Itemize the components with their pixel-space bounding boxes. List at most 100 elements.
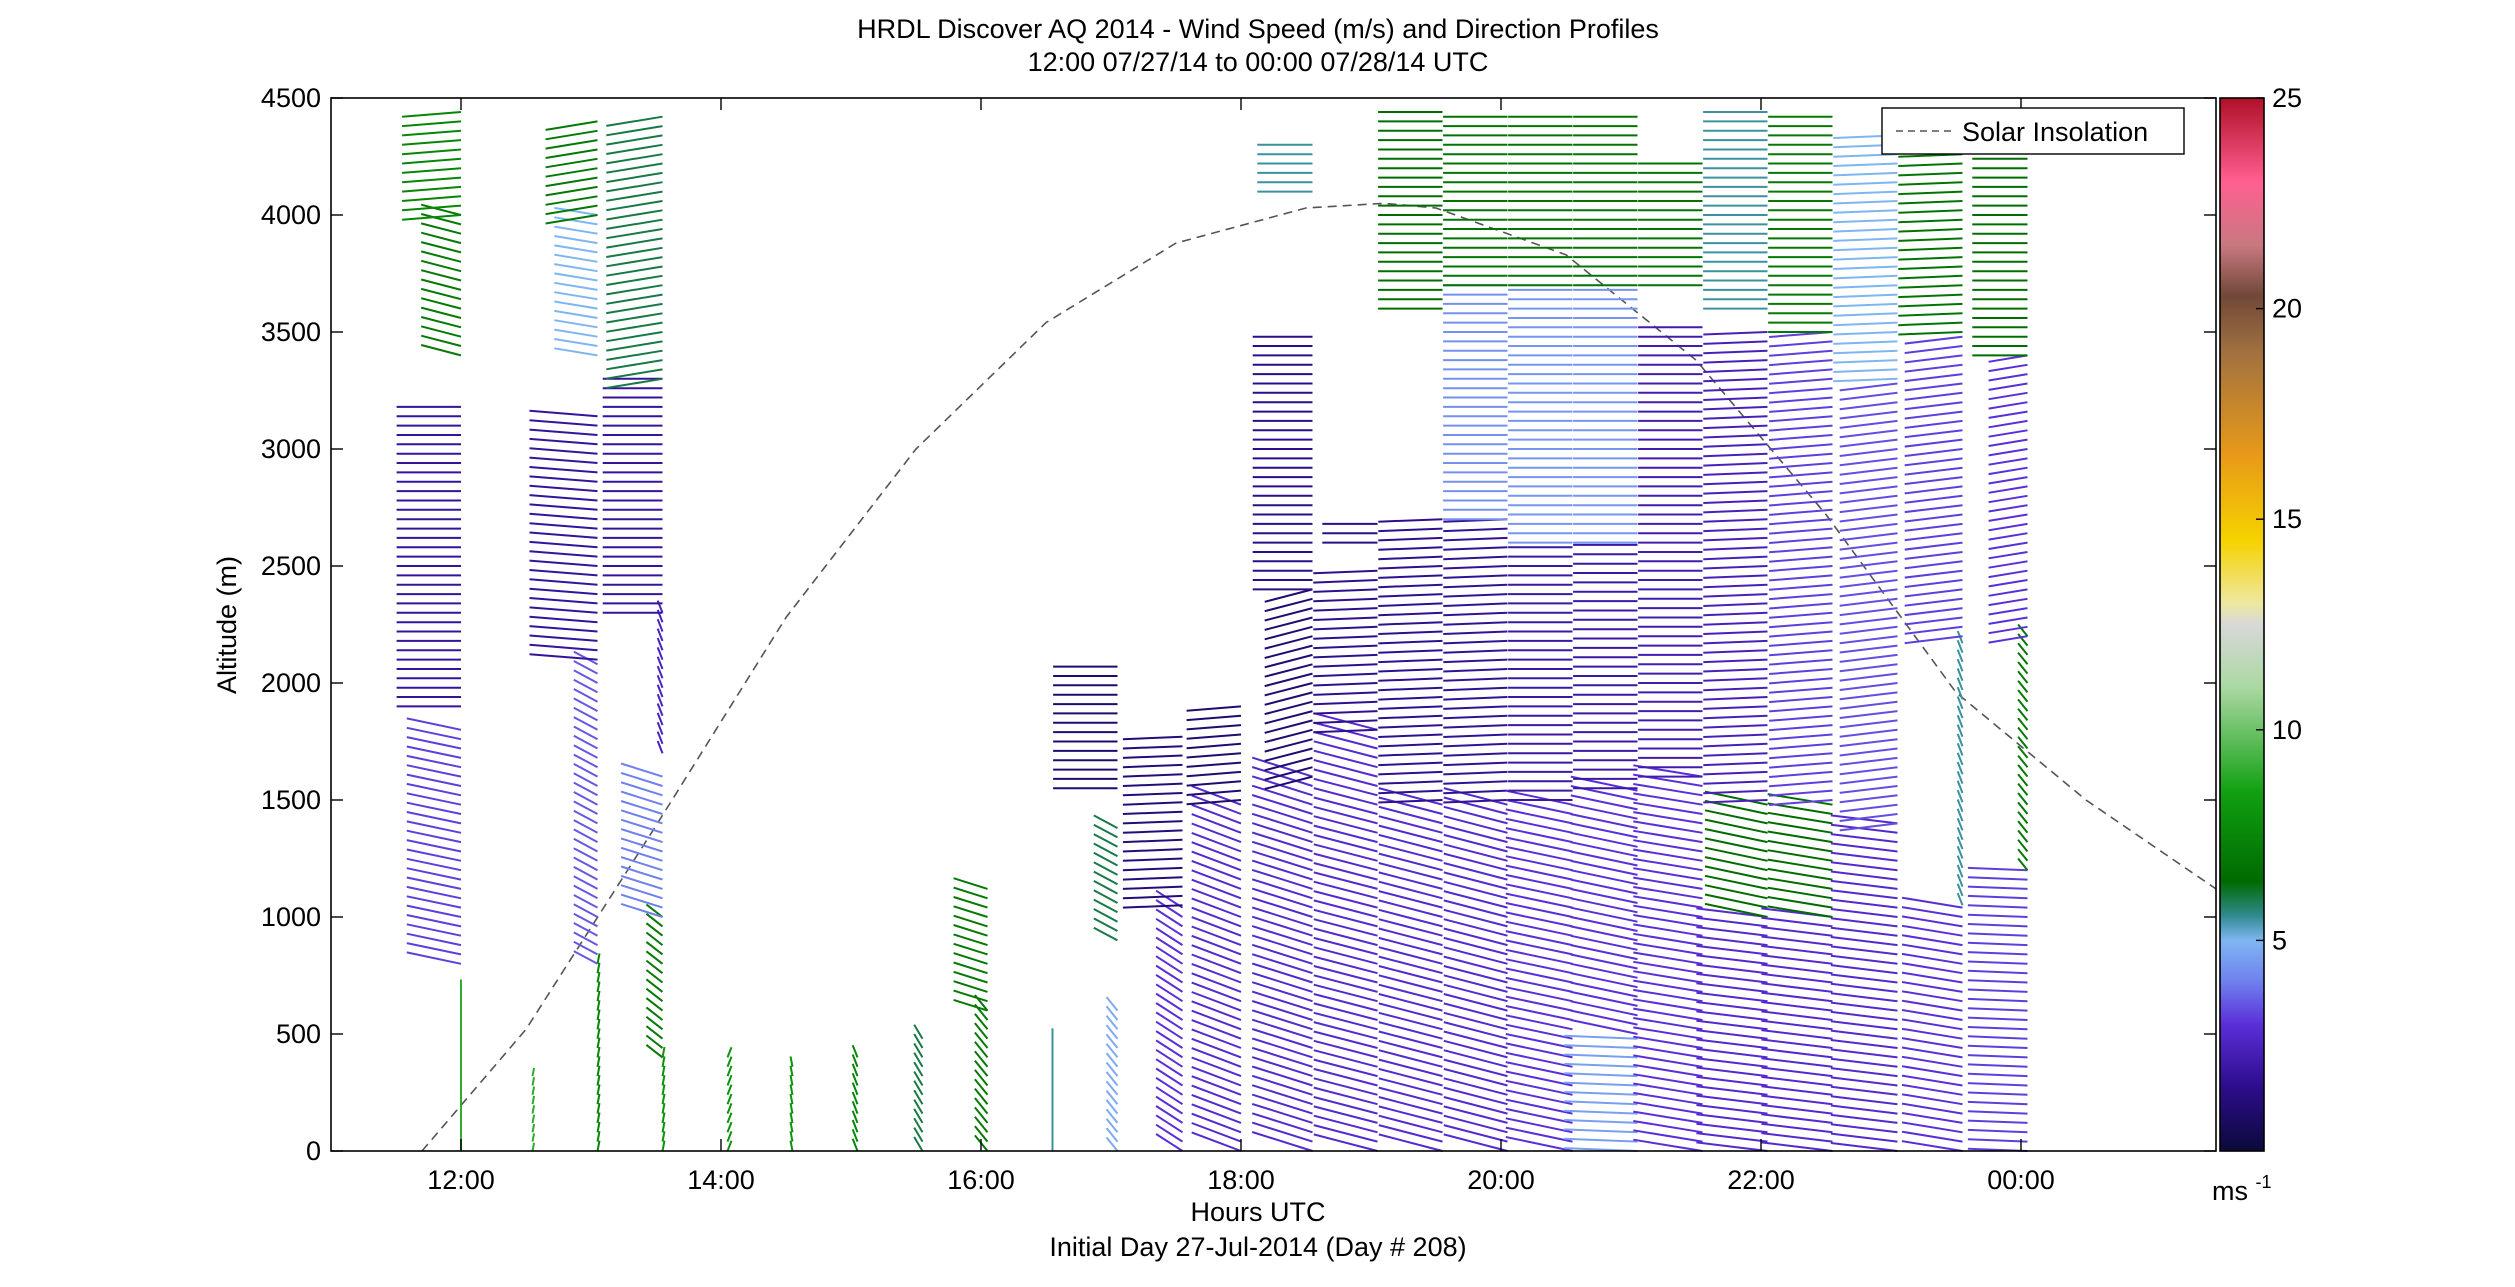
wind-barb [1833,246,1898,252]
wind-barb [1264,607,1313,622]
wind-barb [406,839,462,853]
profile-column [1633,162,1703,1152]
wind-barb [1696,1094,1768,1106]
wind-barb [1839,429,1898,439]
wind-barb [1901,1055,1963,1068]
wind-barb [1122,904,1183,909]
wind-barb [661,1056,666,1067]
wind-barb [596,1000,601,1011]
wind-barb [1313,1124,1378,1143]
wind-barb [1769,480,1833,488]
wind-barb [1696,1057,1768,1068]
wind-barb [1191,1075,1242,1096]
wind-barb [545,195,598,206]
wind-barb [606,321,663,333]
wind-barb [1761,1066,1833,1078]
wind-barb [1696,1047,1768,1059]
wind-barb [1443,1124,1508,1143]
wind-barb [1378,852,1443,872]
wind-barb [554,319,598,329]
wind-barb [1570,925,1638,942]
wind-barb [1505,930,1573,947]
wind-barb [1122,857,1183,862]
wind-barb [1313,710,1378,715]
wind-barb [1313,1114,1378,1134]
wind-barb [953,980,988,993]
wind-barb [1839,588,1898,598]
wind-barb [1988,373,2028,382]
wind-barb [596,1037,601,1049]
wind-barb [1378,565,1443,570]
wind-barb [529,522,598,530]
wind-barb [1443,815,1508,834]
wind-barb [406,736,462,750]
x-tick-label: 00:00 [1987,1165,2055,1195]
wind-barb [1505,1079,1573,1096]
wind-barb [1769,668,1833,675]
wind-barb [1703,527,1768,533]
wind-barb [596,1140,601,1152]
wind-barb [573,716,598,731]
wind-barb [1313,908,1378,928]
wind-barb [1378,880,1443,900]
wind-barb [661,1121,666,1133]
wind-barb [1186,705,1242,712]
wind-barb [545,157,598,169]
wind-barb [1967,904,2028,909]
wind-barb [1769,387,1833,395]
wind-barb [1988,607,2028,616]
wind-barb [1904,588,1963,598]
wind-barb [1833,293,1898,299]
wind-barb [1633,1073,1703,1087]
wind-barb [1313,644,1378,650]
wind-barb [620,818,663,834]
wind-barb [606,246,663,258]
wind-barb [1703,686,1768,692]
wind-barb [1830,1020,1898,1031]
wind-barb [406,923,462,937]
wind-barb [1105,1071,1119,1087]
wind-barb [1988,504,2028,513]
wind-barb [1443,1086,1508,1106]
wind-barb [1769,349,1833,357]
wind-barb [913,1061,924,1077]
wind-barb [1839,653,1898,663]
wind-barb [1564,1100,1638,1106]
wind-barb [1839,579,1898,588]
wind-barb [1633,914,1703,928]
y-tick-label: 1000 [261,902,321,932]
wind-barb [1443,927,1508,947]
y-tick-label: 3000 [261,434,321,464]
wind-barb [1767,858,1833,872]
wind-barb [1901,1037,1963,1049]
wind-barb [1839,597,1898,607]
wind-barb [545,129,598,141]
wind-barb [1704,865,1768,881]
wind-barb [1901,906,1963,918]
chart-title: HRDL Discover AQ 2014 - Wind Speed (m/s)… [857,14,1659,44]
wind-barb [1443,555,1508,561]
wind-barb [851,1110,859,1124]
wind-barb [1191,953,1242,975]
wind-barb [1703,546,1768,551]
wind-barb [1313,569,1378,575]
wind-barb [2017,726,2029,740]
wind-barb [1313,796,1378,815]
wind-barb [1505,892,1573,909]
wind-barb [1443,668,1508,673]
wind-barb [606,162,663,174]
wind-barb [1155,1058,1184,1077]
wind-barb [1696,963,1768,975]
wind-barb [1378,974,1443,993]
wind-barb [1761,1010,1833,1021]
wind-barb [1761,1057,1833,1068]
wind-barb [1105,1024,1119,1040]
wind-barb [1769,536,1833,544]
wind-barb [1378,630,1443,635]
wind-barb [1988,410,2028,419]
wind-barb [1988,541,2028,550]
wind-barb [1378,696,1443,701]
wind-barb [726,1131,733,1142]
wind-barb [1830,823,1898,834]
